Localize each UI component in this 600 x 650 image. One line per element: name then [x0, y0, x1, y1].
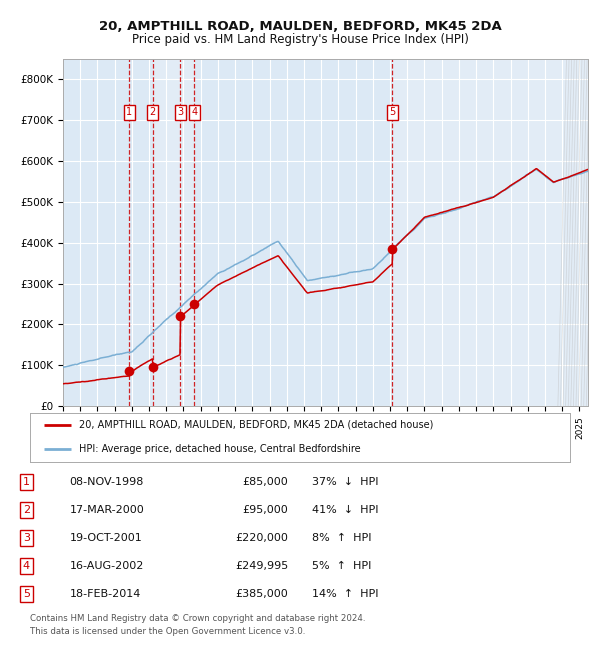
Text: 37%  ↓  HPI: 37% ↓ HPI	[311, 477, 378, 487]
Text: 08-NOV-1998: 08-NOV-1998	[70, 477, 144, 487]
Text: HPI: Average price, detached house, Central Bedfordshire: HPI: Average price, detached house, Cent…	[79, 445, 360, 454]
Text: 3: 3	[23, 533, 30, 543]
Text: 4: 4	[191, 107, 197, 118]
Text: 2: 2	[149, 107, 156, 118]
Text: 18-FEB-2014: 18-FEB-2014	[70, 589, 141, 599]
Text: 1: 1	[127, 107, 133, 118]
Text: 5: 5	[389, 107, 395, 118]
Text: £220,000: £220,000	[236, 533, 289, 543]
Bar	[152, 58, 180, 406]
Text: 1: 1	[23, 477, 30, 487]
Text: 19-OCT-2001: 19-OCT-2001	[70, 533, 142, 543]
Text: 20, AMPTHILL ROAD, MAULDEN, BEDFORD, MK45 2DA (detached house): 20, AMPTHILL ROAD, MAULDEN, BEDFORD, MK4…	[79, 420, 433, 430]
Bar	[180, 58, 194, 406]
Text: £249,995: £249,995	[235, 561, 289, 571]
Text: £385,000: £385,000	[236, 589, 289, 599]
Text: 5%  ↑  HPI: 5% ↑ HPI	[311, 561, 371, 571]
Text: £85,000: £85,000	[243, 477, 289, 487]
Text: 41%  ↓  HPI: 41% ↓ HPI	[311, 505, 378, 515]
Text: 4: 4	[23, 561, 30, 571]
Text: 16-AUG-2002: 16-AUG-2002	[70, 561, 144, 571]
Text: 8%  ↑  HPI: 8% ↑ HPI	[311, 533, 371, 543]
Text: 5: 5	[23, 589, 30, 599]
Text: £95,000: £95,000	[243, 505, 289, 515]
Text: 14%  ↑  HPI: 14% ↑ HPI	[311, 589, 378, 599]
Text: Price paid vs. HM Land Registry's House Price Index (HPI): Price paid vs. HM Land Registry's House …	[131, 32, 469, 46]
Text: 2: 2	[23, 505, 30, 515]
Text: Contains HM Land Registry data © Crown copyright and database right 2024.
This d: Contains HM Land Registry data © Crown c…	[30, 614, 365, 636]
Text: 20, AMPTHILL ROAD, MAULDEN, BEDFORD, MK45 2DA: 20, AMPTHILL ROAD, MAULDEN, BEDFORD, MK4…	[98, 20, 502, 32]
Bar	[392, 58, 588, 406]
Text: 17-MAR-2000: 17-MAR-2000	[70, 505, 145, 515]
Text: 3: 3	[177, 107, 183, 118]
